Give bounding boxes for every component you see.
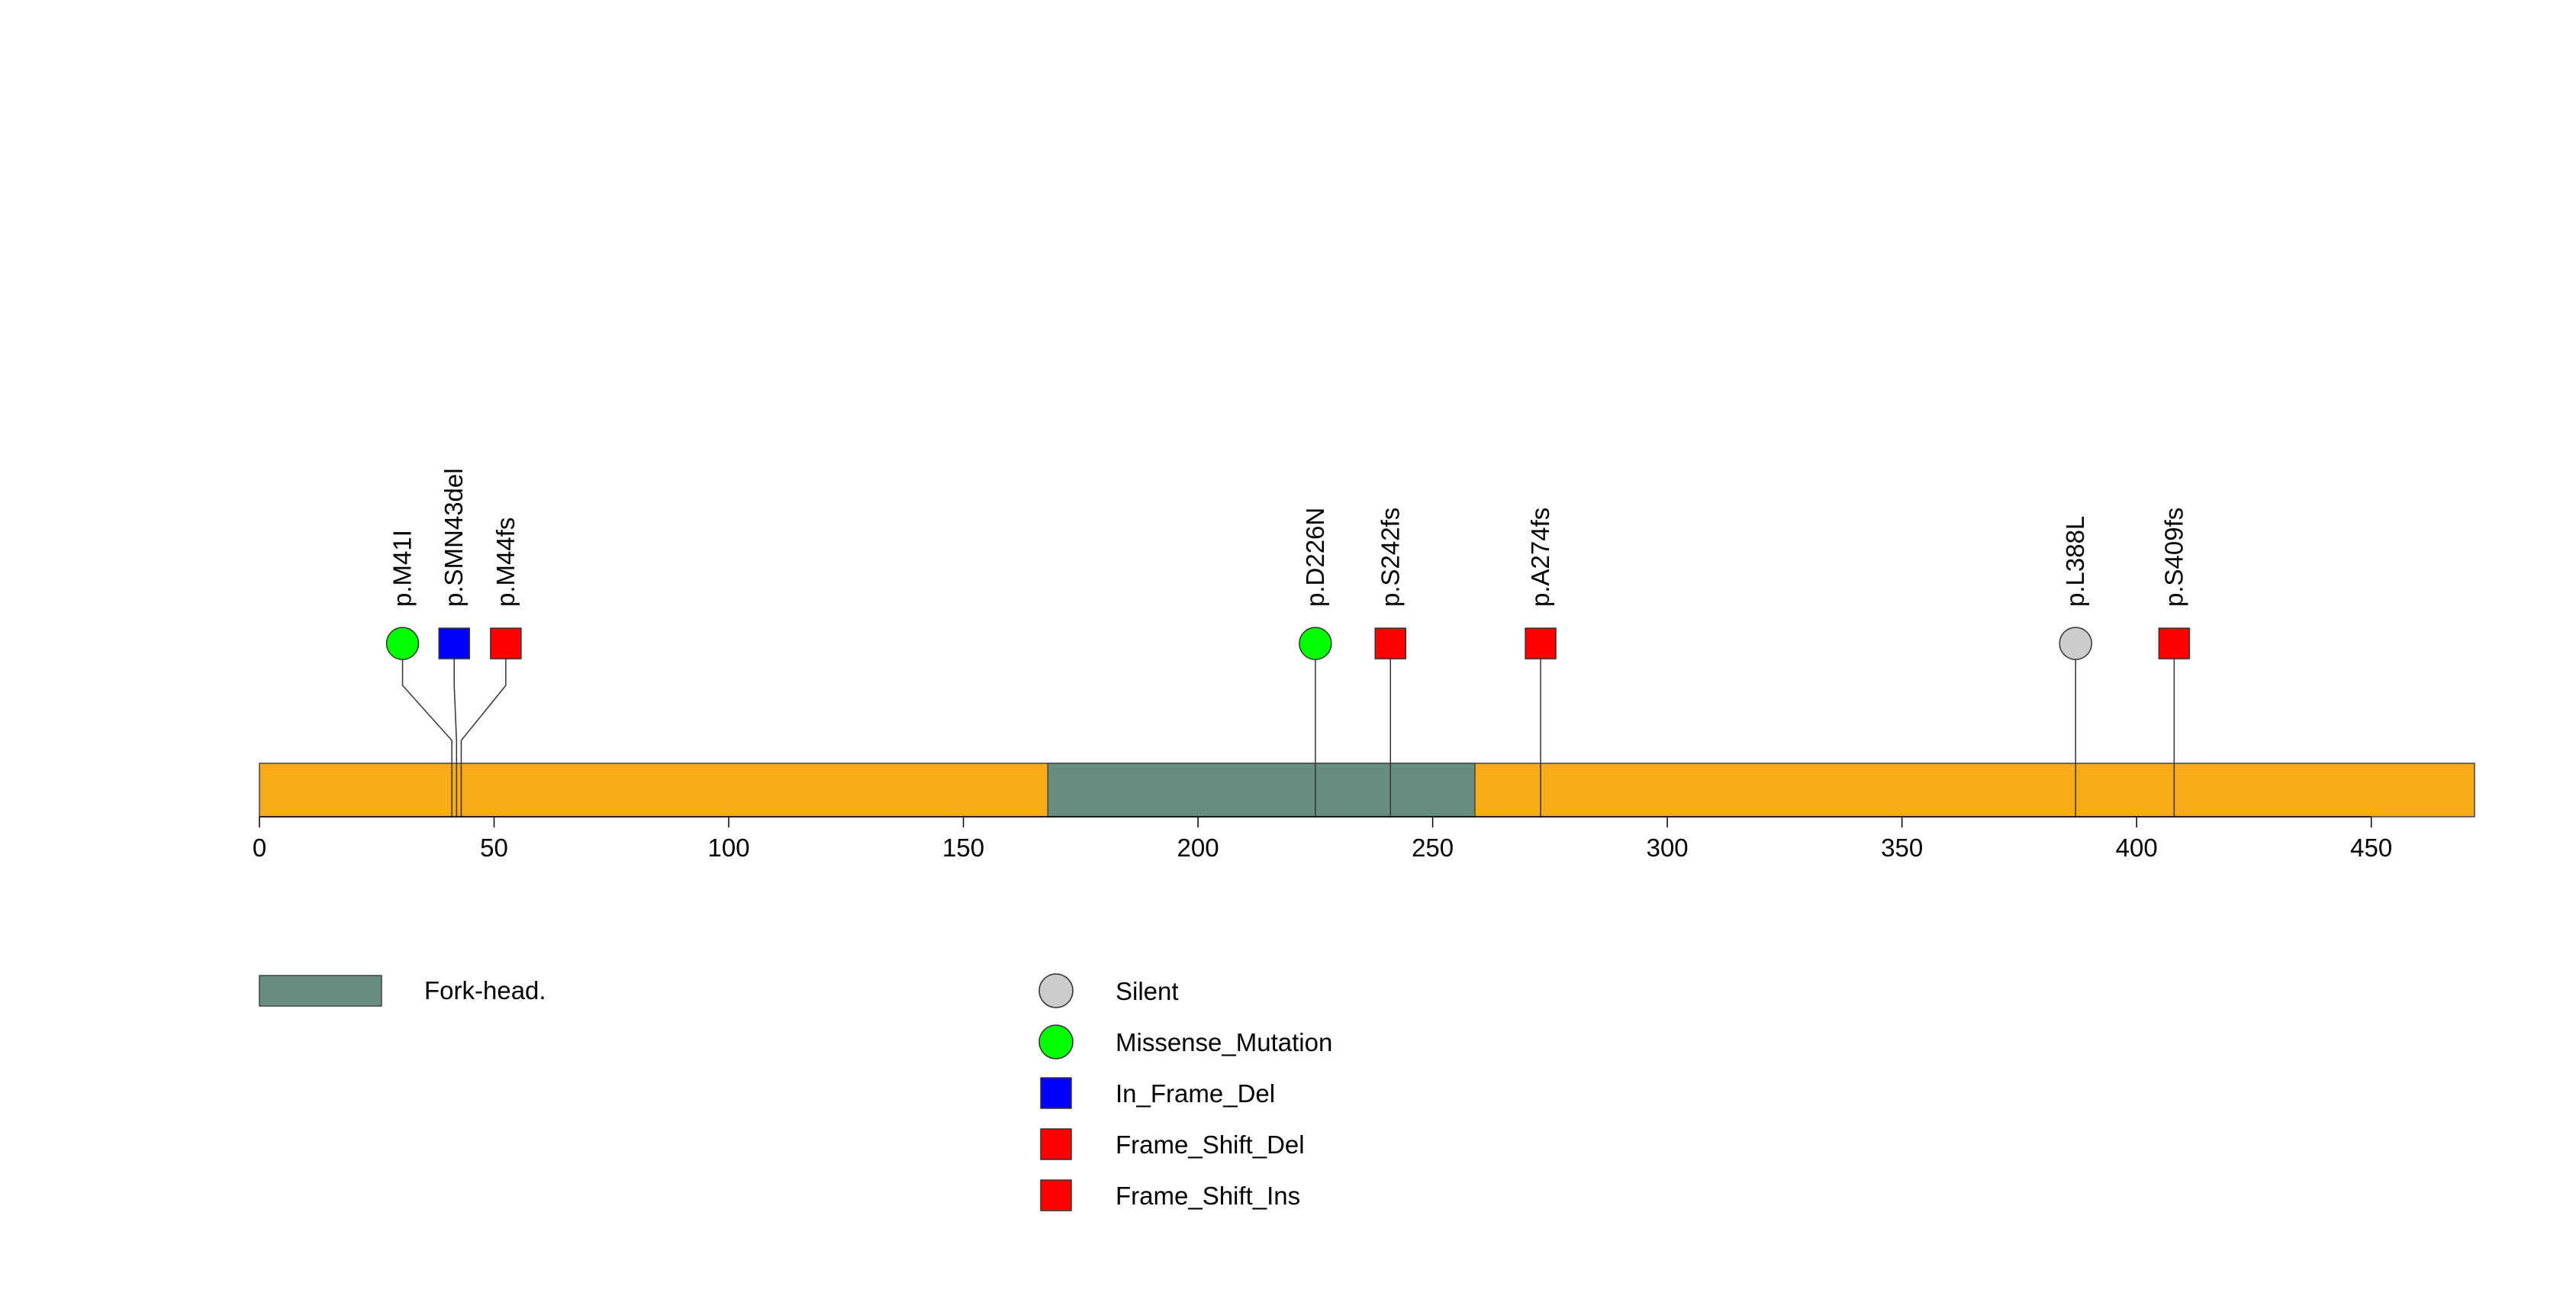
mutation-label-p-m41i: p.M41I xyxy=(388,530,417,607)
mutation-label-p-d226n: p.D226N xyxy=(1301,508,1329,607)
mutation-marker-p-a274fs[interactable] xyxy=(1525,627,1557,660)
x-tick-label-350: 350 xyxy=(1881,834,1923,862)
mutation-label-p-a274fs: p.A274fs xyxy=(1526,508,1554,607)
legend-type-label-in-frame-del: In_Frame_Del xyxy=(1116,1079,1275,1108)
mutation-type-legend: Silent Missense_Mutation In_Frame_Del Frame… xyxy=(1038,973,1332,1211)
legend-type-label-silent: Silent xyxy=(1116,977,1179,1005)
x-tick-label-200: 200 xyxy=(1177,834,1219,862)
mutation-label-p-s409fs: p.S409fs xyxy=(2159,508,2188,607)
mutation-marker-p-s409fs[interactable] xyxy=(2158,627,2191,660)
x-tick-label-300: 300 xyxy=(1647,834,1689,862)
mutation-marker-p-m41i[interactable] xyxy=(385,627,420,660)
x-tick-label-400: 400 xyxy=(2116,834,2158,862)
x-tick-label-50: 50 xyxy=(480,834,508,862)
mutation-marker-p-smn43del[interactable] xyxy=(438,627,470,660)
mutation-stems xyxy=(401,643,2175,817)
domain-legend: Fork-head. xyxy=(259,975,546,1007)
legend-domain-label-fork-head: Fork-head. xyxy=(424,976,546,1005)
protein-backbone-group xyxy=(259,763,2475,818)
legend-type-label-missense-mutation: Missense_Mutation xyxy=(1116,1028,1332,1056)
legend-type-symbol-silent xyxy=(1038,973,1074,1008)
mutation-label-p-m44fs: p.M44fs xyxy=(491,518,520,607)
legend-domain-swatch-fork-head xyxy=(259,975,382,1007)
mutation-marker-p-s242fs[interactable] xyxy=(1374,627,1407,660)
legend-type-symbol-in-frame-del xyxy=(1040,1077,1072,1109)
x-tick-label-450: 450 xyxy=(2350,834,2392,862)
x-tick-label-0: 0 xyxy=(253,834,266,862)
mutation-marker-p-d226n[interactable] xyxy=(1299,627,1332,660)
legend-type-symbol-frame-shift-del xyxy=(1040,1128,1072,1160)
x-tick-label-250: 250 xyxy=(1412,834,1454,862)
x-axis: 0 50 100 150 200 250 300 350 400 450 xyxy=(253,816,2392,862)
x-tick-label-150: 150 xyxy=(942,834,984,862)
mutation-label-p-l388l: p.L388L xyxy=(2061,516,2089,607)
mutation-label-p-s242fs: p.S242fs xyxy=(1376,508,1404,607)
mutation-label-p-smn43del: p.SMN43del xyxy=(440,468,468,607)
domain-fork-head xyxy=(1047,763,1476,818)
legend-type-symbol-missense-mutation xyxy=(1038,1024,1074,1059)
legend-type-label-frame-shift-ins: Frame_Shift_Ins xyxy=(1116,1182,1300,1210)
x-tick-label-100: 100 xyxy=(708,834,750,862)
mutation-labels: p.M41I p.SMN43del p.M44fs p.D226N p.S242fs p.… xyxy=(388,468,2188,607)
mutation-markers xyxy=(385,627,2191,660)
legend-type-label-frame-shift-del: Frame_Shift_Del xyxy=(1116,1130,1305,1159)
mutation-marker-p-m44fs[interactable] xyxy=(490,627,522,660)
mutation-marker-p-l388l[interactable] xyxy=(2059,627,2092,660)
legend-type-symbol-frame-shift-ins xyxy=(1040,1179,1072,1211)
